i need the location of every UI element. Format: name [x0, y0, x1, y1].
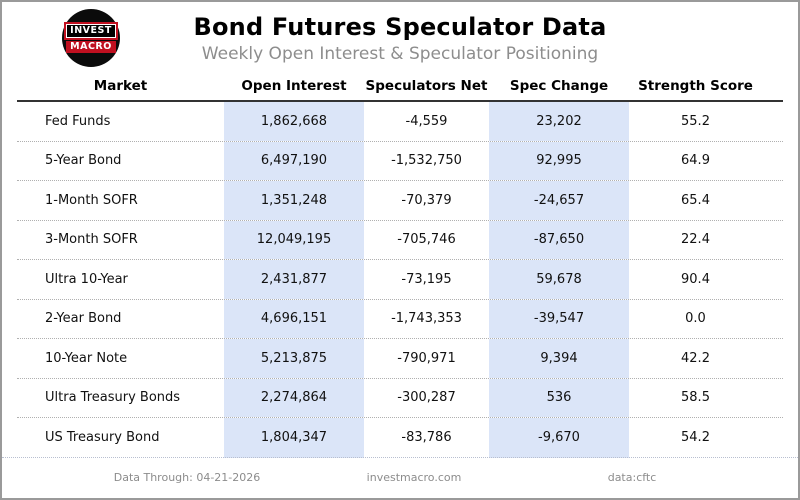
cell-strength-score: 55.2: [681, 113, 710, 129]
cell-speculators-net: -300,287: [397, 390, 456, 406]
cell-open-interest: 1,351,248: [224, 181, 364, 220]
cell-spec-change: -24,657: [489, 181, 629, 220]
page-title: Bond Futures Speculator Data: [193, 13, 607, 41]
cell-spec-change: 59,678: [489, 260, 629, 299]
table-row: US Treasury Bond 1,804,347 -83,786 -9,670 54…: [17, 418, 783, 458]
table-row: Ultra 10-Year 2,431,877 -73,195 59,678 90.4: [17, 260, 783, 300]
table-row: 1-Month SOFR 1,351,248 -70,379 -24,657 65.4: [17, 181, 783, 221]
table-row: 10-Year Note 5,213,875 -790,971 9,394 42.2: [17, 339, 783, 379]
report-header: INVEST MACRO Bond Futures Speculator Dat…: [2, 2, 798, 72]
cell-market: 5-Year Bond: [45, 153, 122, 169]
cell-strength-score: 58.5: [681, 390, 710, 406]
cell-open-interest: 1,804,347: [224, 418, 364, 458]
cell-strength-score: 90.4: [681, 271, 710, 287]
column-header-market: Market: [93, 78, 148, 94]
cell-open-interest: 5,213,875: [224, 339, 364, 378]
cell-spec-change: -9,670: [489, 418, 629, 458]
cell-speculators-net: -73,195: [401, 271, 452, 287]
cell-speculators-net: -1,743,353: [391, 311, 462, 327]
table-row: 5-Year Bond 6,497,190 -1,532,750 92,995 64.9: [17, 141, 783, 181]
data-through-label: Data Through: 04-21-2026: [113, 471, 261, 484]
column-header-speculators-net: Speculators Net: [365, 78, 488, 94]
cell-market: 2-Year Bond: [45, 311, 122, 327]
data-source-label: data:cftc: [607, 471, 657, 484]
cell-open-interest: 1,862,668: [224, 102, 364, 141]
cell-market: US Treasury Bond: [45, 430, 160, 446]
cell-spec-change: -39,547: [489, 299, 629, 338]
table-row: 2-Year Bond 4,696,151 -1,743,353 -39,547 0.0: [17, 299, 783, 339]
logo-macro-text: MACRO: [66, 40, 116, 53]
column-header-open-interest: Open Interest: [241, 78, 347, 94]
cell-market: Ultra Treasury Bonds: [45, 390, 181, 406]
cell-open-interest: 12,049,195: [224, 220, 364, 259]
cell-market: Fed Funds: [45, 113, 111, 129]
table-header-row: Market Open Interest Speculators Net Spe…: [17, 72, 783, 102]
cell-strength-score: 0.0: [685, 311, 706, 327]
cell-strength-score: 42.2: [681, 350, 710, 366]
investmacro-logo: INVEST MACRO: [62, 9, 120, 67]
cell-open-interest: 2,431,877: [224, 260, 364, 299]
table-row: 3-Month SOFR 12,049,195 -705,746 -87,650 22.…: [17, 220, 783, 260]
cell-strength-score: 64.9: [681, 153, 710, 169]
table-body: Fed Funds 1,862,668 -4,559 23,202 55.2 5-Year…: [17, 102, 783, 458]
cell-spec-change: -87,650: [489, 220, 629, 259]
cell-spec-change: 536: [489, 378, 629, 417]
cell-speculators-net: -705,746: [397, 232, 456, 248]
cell-open-interest: 4,696,151: [224, 299, 364, 338]
cell-spec-change: 23,202: [489, 102, 629, 141]
column-header-strength-score: Strength Score: [638, 78, 753, 94]
cell-market: 10-Year Note: [45, 350, 128, 366]
cell-speculators-net: -70,379: [401, 192, 452, 208]
cell-strength-score: 65.4: [681, 192, 710, 208]
report-footer: Data Through: 04-21-2026 investmacro.com…: [2, 457, 798, 498]
cell-speculators-net: -83,786: [401, 430, 452, 446]
cell-open-interest: 2,274,864: [224, 378, 364, 417]
cell-speculators-net: -4,559: [405, 113, 448, 129]
column-header-spec-change: Spec Change: [509, 78, 609, 94]
cell-spec-change: 92,995: [489, 141, 629, 180]
cell-strength-score: 22.4: [681, 232, 710, 248]
logo-invest-text: INVEST: [66, 23, 116, 38]
cell-market: Ultra 10-Year: [45, 271, 128, 287]
cell-strength-score: 54.2: [681, 430, 710, 446]
table-row: Fed Funds 1,862,668 -4,559 23,202 55.2: [17, 102, 783, 142]
website-label: investmacro.com: [366, 471, 462, 484]
cell-speculators-net: -1,532,750: [391, 153, 462, 169]
page-subtitle: Weekly Open Interest & Speculator Positi…: [201, 44, 599, 64]
cell-speculators-net: -790,971: [397, 350, 456, 366]
cell-market: 1-Month SOFR: [45, 192, 138, 208]
cell-market: 3-Month SOFR: [45, 232, 138, 248]
table-row: Ultra Treasury Bonds 2,274,864 -300,287 536…: [17, 378, 783, 418]
cell-open-interest: 6,497,190: [224, 141, 364, 180]
cell-spec-change: 9,394: [489, 339, 629, 378]
